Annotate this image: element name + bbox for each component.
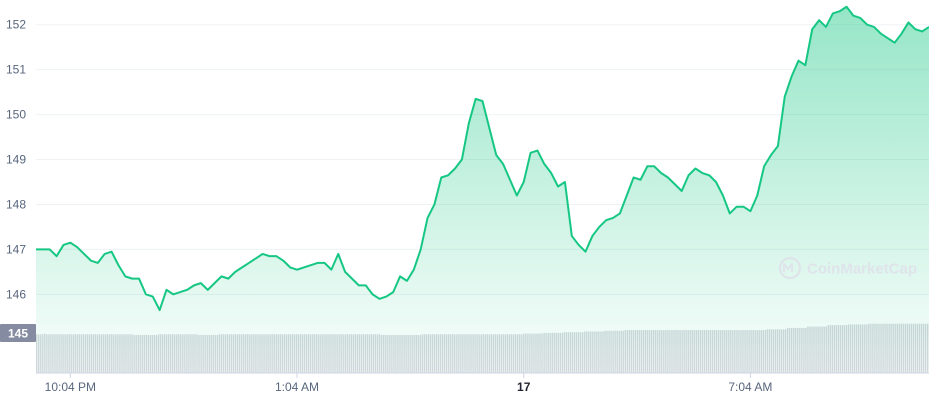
coinmarketcap-logo-icon	[778, 256, 802, 280]
price-line[interactable]	[36, 5, 929, 312]
watermark-text: CoinMarketCap	[807, 261, 917, 278]
x-tick-label: 1:04 AM	[275, 380, 319, 394]
y-tick-label: 150	[6, 108, 26, 122]
y-tick-label: 148	[6, 197, 26, 211]
price-area-fill	[36, 6, 929, 374]
current-price-badge: 145	[0, 324, 36, 342]
y-tick-label: 146	[6, 287, 26, 301]
y-axis: 146 147 148 149 150 151 152	[6, 18, 26, 302]
current-price-badge-bg	[0, 324, 36, 342]
x-tick-label: 17	[517, 380, 531, 394]
x-tick-label: 10:04 PM	[45, 380, 96, 394]
price-line-group[interactable]	[36, 5, 929, 312]
current-price-label: 145	[8, 327, 28, 341]
x-tick-label: 7:04 AM	[728, 380, 772, 394]
y-tick-label: 149	[6, 153, 26, 167]
watermark: CoinMarketCap	[778, 256, 917, 280]
y-tick-label: 152	[6, 18, 26, 32]
y-tick-label: 147	[6, 242, 26, 256]
price-area	[36, 6, 929, 374]
y-tick-label: 151	[6, 63, 26, 77]
